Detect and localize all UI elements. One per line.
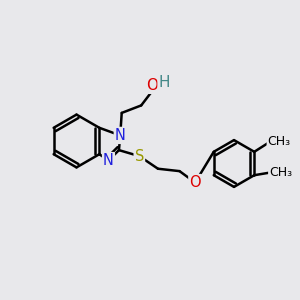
Text: H: H: [159, 75, 170, 90]
Text: CH₃: CH₃: [268, 135, 291, 148]
Text: CH₃: CH₃: [269, 166, 292, 179]
Text: O: O: [146, 78, 158, 93]
Text: N: N: [115, 128, 126, 143]
Text: O: O: [189, 175, 201, 190]
Text: N: N: [103, 153, 114, 168]
Text: S: S: [135, 148, 144, 164]
